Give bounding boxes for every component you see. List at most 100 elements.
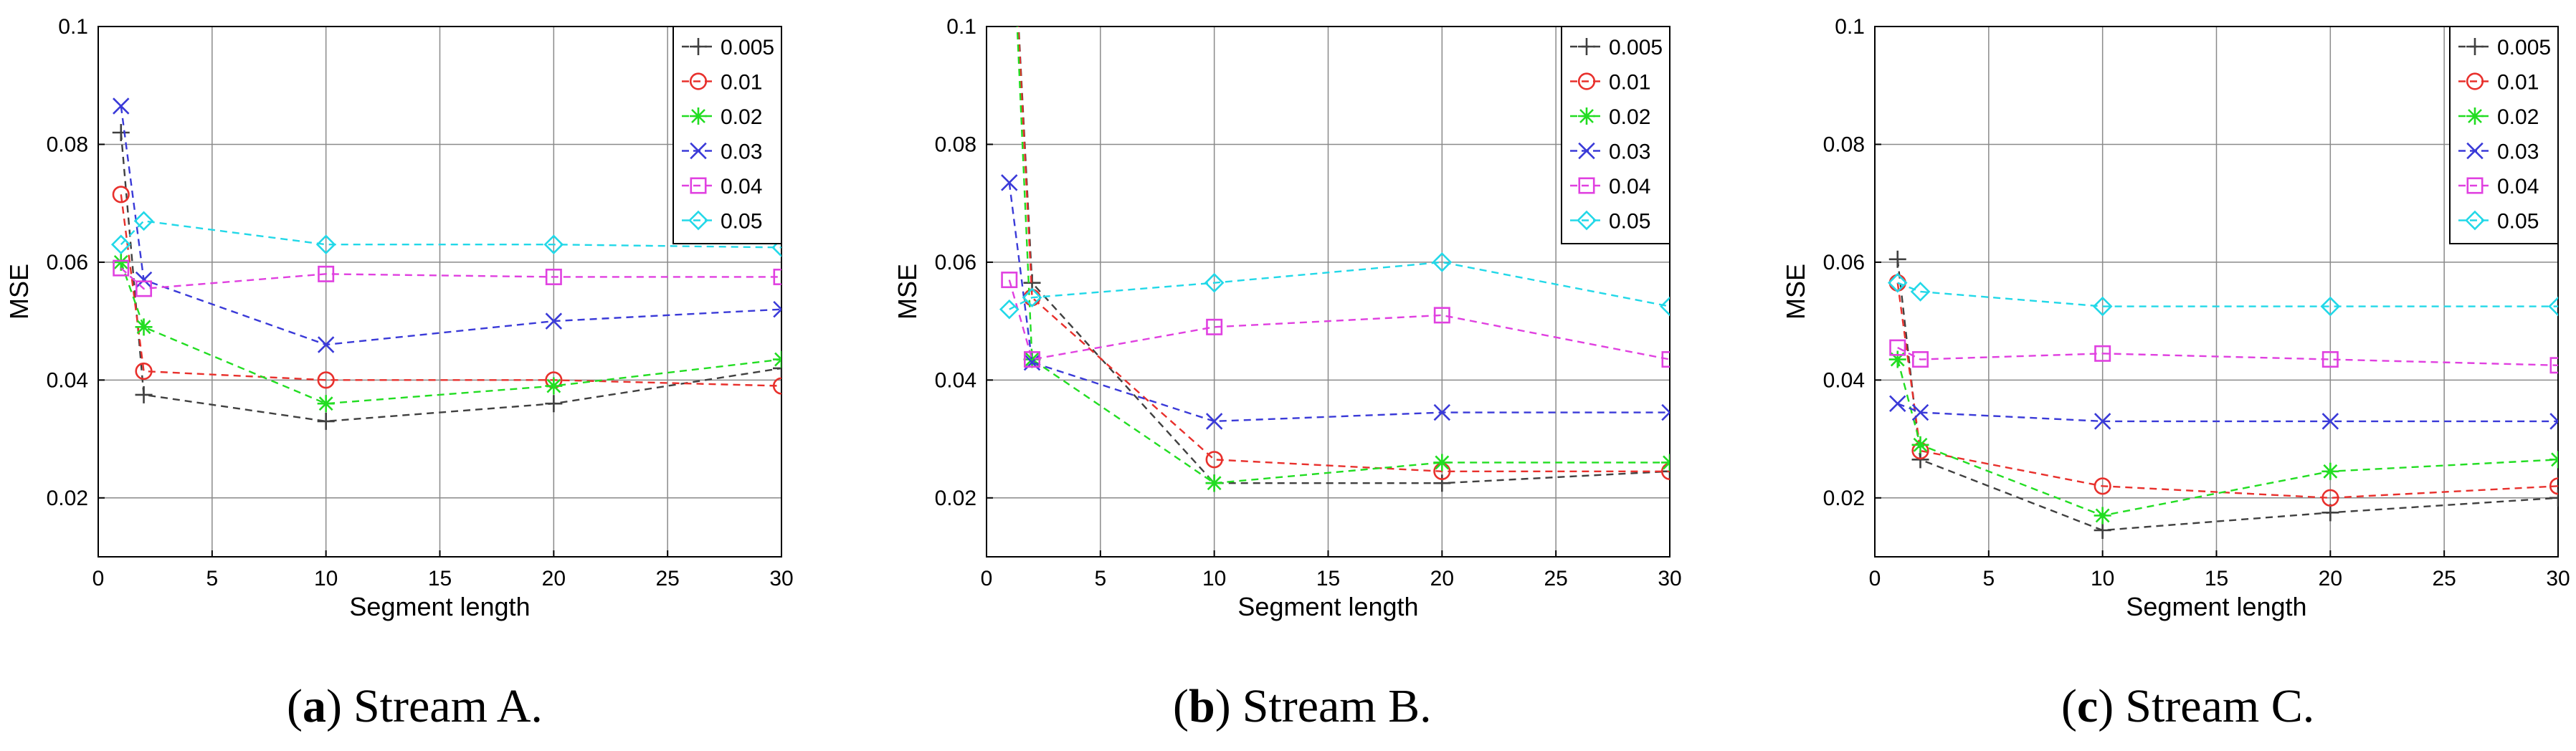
legend-item: 0.05 — [682, 210, 762, 234]
marker-x — [1889, 395, 1906, 412]
marker-circle — [112, 186, 130, 204]
marker-square — [113, 259, 130, 277]
data-point — [1022, 287, 1042, 308]
marker-plus — [1433, 474, 1451, 492]
marker-x — [2466, 142, 2484, 160]
marker-plus — [2466, 38, 2484, 55]
y-tick-label: 0.06 — [1823, 251, 1865, 274]
caption-letter: c — [2077, 680, 2098, 732]
data-point — [2092, 296, 2113, 317]
data-point — [317, 395, 335, 413]
legend-label: 0.05 — [1609, 210, 1650, 234]
legend-item: 0.02 — [682, 105, 762, 129]
marker-x — [2549, 413, 2558, 430]
data-point — [773, 268, 781, 285]
data-point — [112, 186, 130, 204]
data-point — [136, 280, 153, 297]
series-group — [110, 97, 781, 430]
x-tick-label: 5 — [206, 567, 218, 590]
data-point — [1433, 403, 1451, 421]
x-tick-label: 30 — [769, 567, 793, 590]
legend-item: 0.005 — [682, 36, 774, 59]
panel-caption: (a) Stream A. — [287, 680, 543, 732]
legend: 0.005 0.01 0.02 0.03 0.04 0.05 — [672, 26, 782, 244]
series-line-0.01 — [120, 194, 781, 387]
data-point — [110, 234, 131, 255]
marker-x — [1001, 174, 1018, 191]
data-point — [999, 299, 1020, 320]
marker-x — [1433, 403, 1451, 421]
legend-item: 0.01 — [682, 71, 762, 95]
data-point — [2549, 477, 2558, 495]
marker-x — [113, 97, 130, 115]
data-point — [315, 234, 336, 255]
data-point — [2548, 296, 2558, 317]
data-point — [135, 386, 153, 403]
marker-square — [773, 268, 781, 285]
x-tick-label: 15 — [2205, 567, 2228, 590]
data-point — [2549, 451, 2558, 469]
data-point — [1660, 296, 1670, 317]
data-point — [1433, 307, 1450, 324]
marker-diamond — [1887, 272, 1908, 293]
series-line-0.01 — [1017, 27, 1670, 472]
x-tick-label: 25 — [2432, 567, 2456, 590]
data-point — [773, 300, 781, 318]
legend-item: 0.02 — [1570, 105, 1650, 129]
data-point — [1204, 272, 1225, 293]
marker-square — [545, 268, 562, 285]
marker-circle — [1577, 72, 1596, 90]
marker-square — [2094, 345, 2111, 362]
grid — [98, 27, 781, 557]
series-line-0.05 — [1009, 261, 1670, 310]
data-point — [1205, 451, 1223, 469]
x-tick-label: 15 — [1316, 567, 1340, 590]
marker-plus — [2093, 522, 2111, 539]
data-point — [1910, 282, 1931, 302]
legend-label: 0.04 — [721, 175, 762, 198]
y-tick-label: 0.08 — [1823, 133, 1865, 156]
series-line-0.01 — [1896, 282, 2558, 499]
y-tick-label: 0.1 — [1835, 15, 1865, 39]
marker-x — [1205, 413, 1223, 430]
marker-square — [2466, 177, 2484, 194]
legend-label: 0.05 — [721, 210, 762, 234]
marker-asterisk — [112, 253, 130, 271]
marker-x — [2093, 413, 2111, 430]
data-point — [135, 318, 153, 336]
chart-panel-b: 0 5 10 15 20 25 30 0.02 0.04 0.06 0.08 0.1 Segment l… — [893, 15, 1682, 732]
data-point — [2094, 345, 2111, 362]
y-tick-label: 0.02 — [935, 487, 976, 510]
caption-text: Stream C. — [2125, 680, 2314, 732]
marker-diamond — [999, 299, 1020, 320]
marker-x — [545, 312, 563, 330]
x-tick-label: 0 — [92, 567, 105, 590]
data-point — [1661, 454, 1670, 472]
data-point — [1887, 272, 1908, 293]
marker-square — [1889, 339, 1906, 356]
series-line-0.05 — [1897, 282, 2558, 307]
series-group — [999, 27, 1670, 492]
caption-letter: a — [303, 680, 326, 732]
y-tick-label: 0.06 — [47, 251, 88, 274]
data-point — [1001, 174, 1018, 191]
legend-box — [672, 26, 782, 244]
data-point — [773, 359, 781, 377]
marker-asterisk — [2466, 107, 2484, 125]
marker-circle — [2549, 477, 2558, 495]
y-axis-label: MSE — [1781, 264, 1810, 320]
data-point — [2321, 351, 2339, 368]
marker-asterisk — [317, 395, 335, 413]
tick-labels: 0 5 10 15 20 25 30 0.02 0.04 0.06 0.08 0.1 — [935, 15, 1682, 590]
legend-box — [2449, 26, 2559, 244]
marker-square — [2321, 351, 2339, 368]
caption-letter: b — [1189, 680, 1215, 732]
legend-label: 0.04 — [2497, 175, 2539, 198]
marker-asterisk — [773, 350, 781, 368]
legend-item: 0.05 — [1570, 210, 1650, 234]
data-point — [2093, 477, 2111, 495]
x-tick-label: 0 — [1869, 567, 1881, 590]
grid — [1875, 27, 2558, 557]
y-tick-label: 0.1 — [946, 15, 976, 39]
panel-caption: (b) Stream B. — [1173, 680, 1432, 732]
